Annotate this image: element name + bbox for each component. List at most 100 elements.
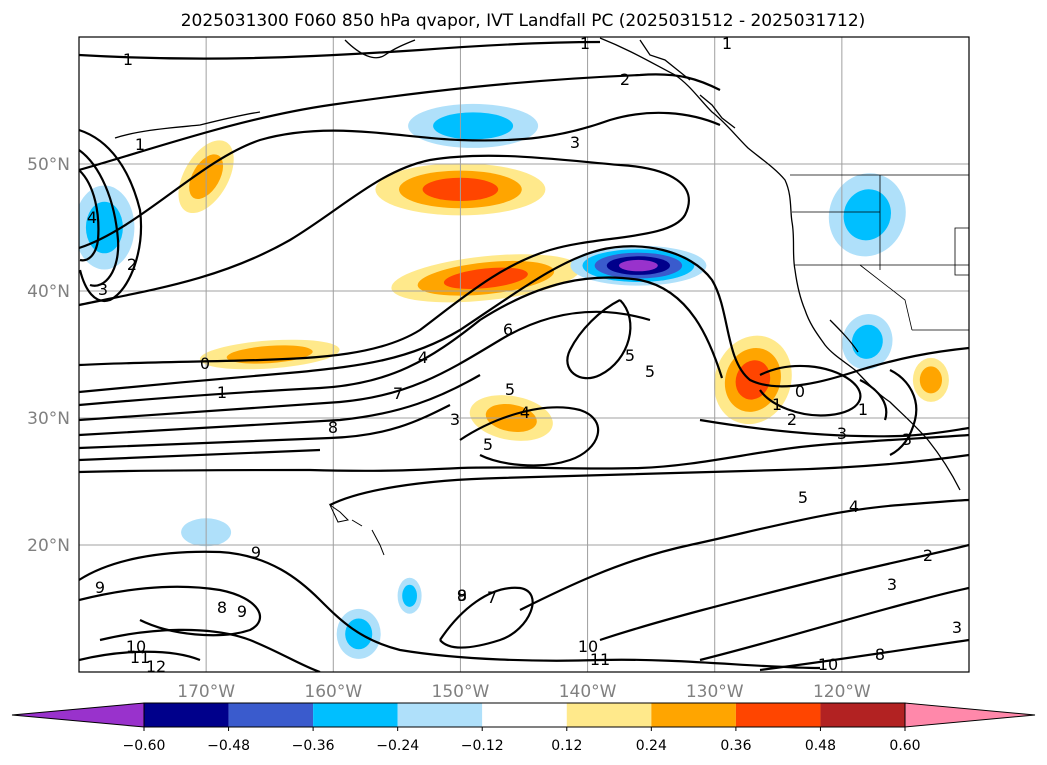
- shaded-contour-fill: [402, 584, 417, 607]
- y-tick-label: 40°N: [27, 282, 70, 302]
- coastline: [114, 37, 961, 491]
- contour-line: [79, 550, 821, 670]
- contour-line: [79, 40, 601, 60]
- shaded-feature: [570, 245, 707, 286]
- contour-label: 0: [200, 354, 210, 373]
- contour-label: 1: [722, 34, 732, 53]
- contour-label: 3: [98, 280, 108, 299]
- contour-label: 1: [858, 400, 868, 419]
- contour-label: 5: [505, 380, 515, 399]
- contour-line: [79, 169, 100, 262]
- shaded-feature: [842, 313, 893, 370]
- contour-line: [79, 585, 261, 637]
- contour-label: 3: [887, 575, 897, 594]
- colorbar-swatch: [482, 703, 567, 727]
- contour-line: [519, 498, 969, 611]
- contour-label: 8: [328, 418, 338, 437]
- contour-label: 7: [487, 588, 497, 607]
- colorbar-tick-label: 0.36: [720, 738, 751, 754]
- shaded-feature: [391, 254, 581, 303]
- contour-label: 4: [87, 208, 97, 227]
- contour-label: 6: [503, 320, 513, 339]
- contour-line: [566, 299, 632, 380]
- x-tick-label: 140°W: [559, 682, 617, 702]
- contour-label: 5: [645, 362, 655, 381]
- contour-line: [699, 418, 969, 438]
- x-tick-label: 130°W: [686, 682, 744, 702]
- contour-line: [459, 406, 600, 467]
- contour-label: 4: [849, 497, 859, 516]
- shaded-contour-fill: [851, 324, 883, 359]
- x-axis-ticks: 170°W 160°W 150°W 140°W 130°W 120°W: [177, 682, 871, 702]
- contour-label: 3: [952, 618, 962, 637]
- colorbar-extend-low: [11, 702, 145, 728]
- colorbar-extend-high: [904, 702, 1036, 728]
- contour-label: 2: [620, 70, 630, 89]
- colorbar: −0.60 −0.48 −0.36 −0.24 −0.12 0.12 0.24 0.36 0.4…: [11, 702, 1036, 754]
- contour-label: 1: [123, 50, 133, 69]
- contour-label: 1: [580, 34, 590, 53]
- contour-line: [599, 543, 969, 642]
- colorbar-tick-label: 0.60: [889, 738, 920, 754]
- contour-line: [859, 379, 888, 421]
- colorbar-tick-label: 0.12: [551, 738, 582, 754]
- contour-line: [79, 111, 721, 250]
- contour-line: [79, 650, 201, 662]
- chart-title: 2025031300 F060 850 hPa qvapor, IVT Land…: [181, 11, 866, 31]
- shaded-feature: [397, 577, 422, 614]
- contour-label: 9: [457, 586, 467, 605]
- ivt-contours: [79, 40, 969, 672]
- shaded-contour-fill: [735, 360, 771, 400]
- contour-line: [759, 364, 862, 417]
- contour-line: [79, 128, 142, 303]
- contour-label: 2: [787, 410, 797, 429]
- colorbar-frame: [143, 702, 906, 728]
- colorbar-swatch: [397, 703, 483, 727]
- colorbar-swatch: [566, 703, 652, 727]
- contour-line: [79, 245, 969, 394]
- contour-line: [79, 73, 721, 172]
- colorbar-swatch: [820, 703, 905, 727]
- islands: [328, 503, 385, 556]
- contour-line: [889, 369, 918, 456]
- contour-label: 1: [217, 383, 227, 402]
- contour-line: [79, 276, 724, 407]
- contour-line: [439, 586, 534, 649]
- contour-label: 0: [795, 382, 805, 401]
- colorbar-swatch: [651, 703, 736, 727]
- colorbar-tick-label: −0.12: [461, 738, 504, 754]
- shaded-feature: [408, 103, 539, 148]
- shaded-contour-fill: [919, 366, 943, 394]
- colorbar-swatch: [735, 703, 821, 727]
- contour-label: 8: [457, 586, 467, 605]
- contour-label: 5: [483, 435, 493, 454]
- colorbar-tick-label: 0.24: [636, 738, 667, 754]
- contour-label: 3: [837, 424, 847, 443]
- contour-line: [79, 448, 321, 462]
- x-tick-label: 120°W: [813, 682, 871, 702]
- y-tick-label: 20°N: [27, 536, 70, 556]
- contour-label: 9: [95, 578, 105, 597]
- contour-label: 11: [590, 650, 610, 669]
- state-borders: [790, 174, 969, 331]
- colorbar-tick-label: −0.24: [376, 738, 419, 754]
- contour-line: [79, 310, 651, 422]
- y-axis-ticks: 20°N 30°N 40°N 50°N: [27, 155, 70, 556]
- colorbar-tick-label: 0.48: [805, 738, 836, 754]
- contour-label: 9: [251, 543, 261, 562]
- contour-label: 4: [418, 348, 428, 367]
- colorbar-tick-label: −0.36: [292, 738, 335, 754]
- y-tick-label: 50°N: [27, 155, 70, 175]
- contour-line: [79, 404, 451, 450]
- colorbar-tick-label: −0.60: [123, 738, 166, 754]
- x-tick-label: 150°W: [432, 682, 490, 702]
- y-tick-label: 30°N: [27, 409, 70, 429]
- gridlines: [79, 37, 969, 672]
- contour-line: [79, 149, 120, 287]
- shaded-feature: [828, 173, 906, 257]
- contour-label: 3: [570, 133, 580, 152]
- colorbar-swatch: [228, 703, 314, 727]
- contour-line: [329, 453, 969, 506]
